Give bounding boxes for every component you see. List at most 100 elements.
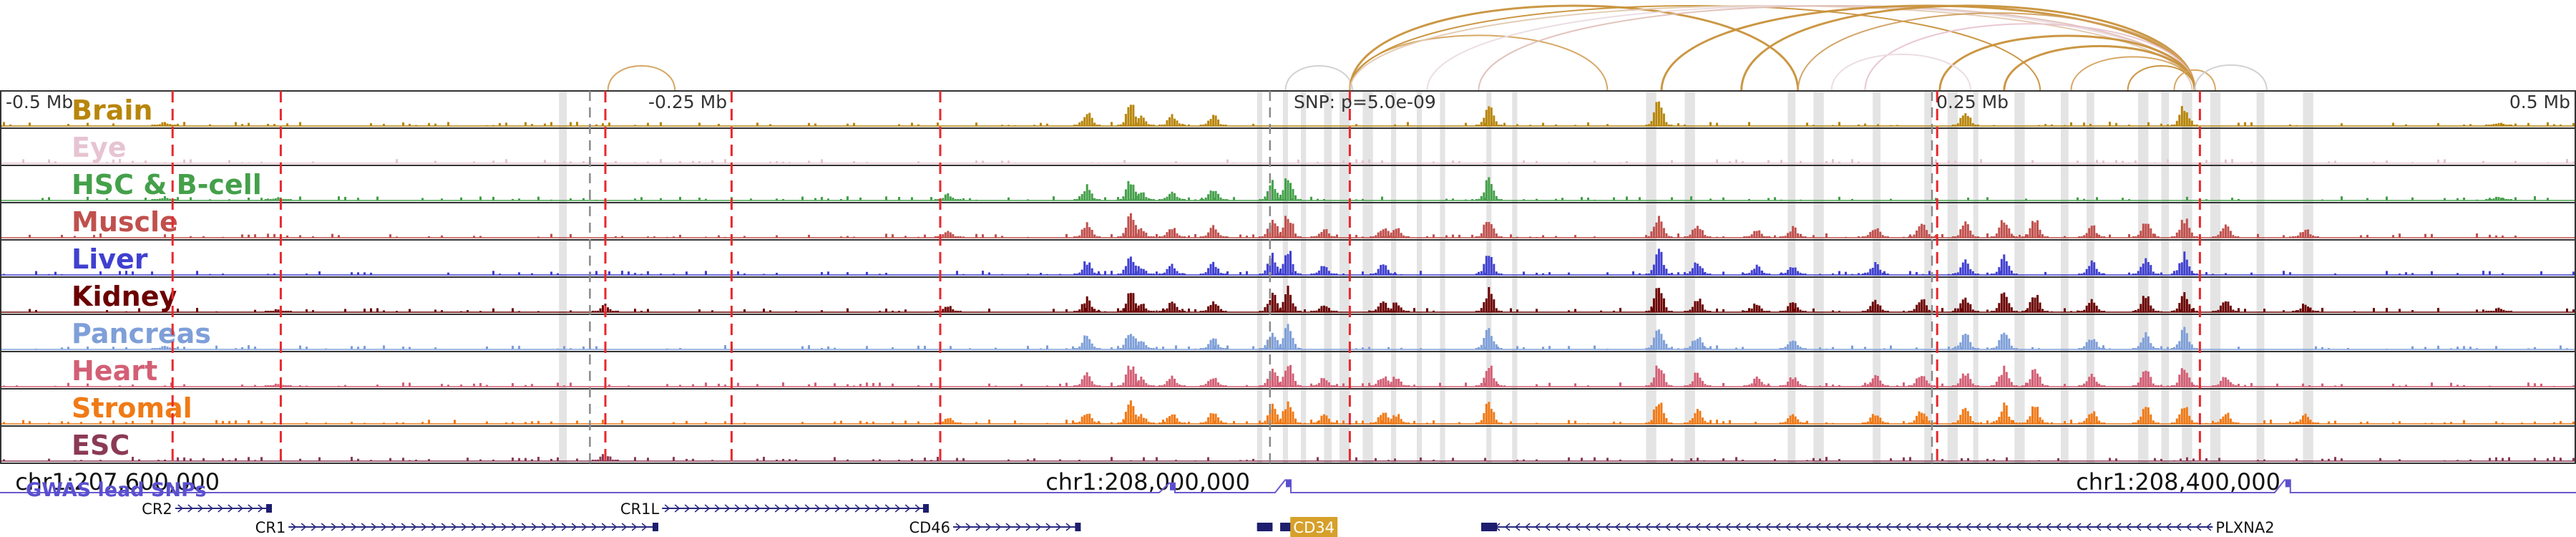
signal-bar [947, 193, 950, 200]
signal-bar [1959, 303, 1962, 312]
signal-noise-bar [1594, 160, 1596, 163]
signal-noise-bar [190, 159, 192, 163]
strand-arrow [481, 523, 487, 531]
signal-bar [1385, 412, 1387, 424]
signal-bar [949, 306, 952, 312]
signal-noise-bar [2553, 457, 2555, 461]
signal-bar [1127, 236, 1130, 238]
signal-noise-bar [821, 271, 823, 275]
signal-bar [2214, 236, 2217, 238]
signal-noise-bar [1426, 236, 1428, 238]
signal-bar [1993, 274, 1996, 275]
signal-bar [2003, 222, 2006, 238]
signal-bar [1083, 335, 1086, 349]
signal-noise-bar [1587, 122, 1589, 126]
signal-bar [1804, 385, 1807, 387]
signal-bar [1209, 304, 1212, 312]
signal-bar [1689, 420, 1692, 424]
signal-bar [1166, 196, 1169, 200]
signal-peak [1645, 365, 1673, 387]
signal-noise-bar [1690, 458, 1692, 461]
signal-bar [2180, 262, 2183, 275]
signal-bar [2487, 311, 2490, 312]
signal-noise-bar [370, 460, 372, 461]
signal-noise-bar [1536, 422, 1538, 424]
signal-noise-bar [570, 233, 572, 238]
signal-bar [2098, 347, 2101, 349]
signal-bar [1176, 233, 1179, 238]
signal-bar [1299, 348, 1302, 349]
track-label: Stromal [72, 392, 192, 424]
signal-bar [1931, 385, 1933, 387]
signal-bar [2175, 232, 2178, 238]
signal-noise-bar [1123, 235, 1126, 238]
signal-bar [1799, 236, 1802, 238]
signal-bar [1127, 107, 1130, 126]
signal-bar [1091, 193, 1093, 200]
signal-bar [2180, 296, 2183, 312]
signal-bar [282, 311, 285, 312]
signal-bar [1701, 417, 1704, 424]
signal-bar [2137, 420, 2140, 424]
signal-noise-bar [628, 271, 630, 275]
signal-bar [1129, 213, 1132, 238]
signal-bar [1964, 221, 1967, 238]
signal-noise-bar [2180, 347, 2182, 349]
signal-noise-bar [1722, 197, 1724, 200]
signal-bar [1993, 311, 1996, 312]
signal-bar [2083, 346, 2086, 349]
signal-peak [1274, 178, 1302, 200]
signal-peak [934, 231, 962, 238]
signal-bar [1310, 236, 1313, 238]
strand-arrow [621, 523, 628, 531]
signal-bar [2212, 422, 2215, 424]
strand-arrow [331, 523, 337, 531]
signal-noise-bar [2064, 384, 2066, 387]
signal-bar [1923, 376, 1926, 387]
signal-peak [934, 193, 962, 200]
signal-noise-bar [2334, 160, 2336, 163]
signal-noise-bar [737, 382, 739, 387]
signal-noise-bar [2572, 122, 2575, 126]
signal-noise-bar [1065, 382, 1068, 387]
strand-arrow [571, 523, 577, 531]
signal-noise-bar [1536, 198, 1538, 200]
signal-noise-bar [2025, 234, 2027, 238]
signal-bar [1500, 385, 1503, 387]
signal-bar [1784, 384, 1787, 387]
signal-bar [1400, 233, 1402, 238]
signal-bar [1402, 422, 1405, 424]
coordinate-label: chr1:207,600,000 [15, 468, 220, 495]
signal-noise-bar [183, 421, 185, 424]
signal-bar [1874, 299, 1877, 312]
strand-arrow [208, 504, 214, 513]
signal-bar [2155, 236, 2157, 238]
signal-bar [1794, 377, 1797, 387]
signal-noise-bar [2012, 420, 2014, 424]
signal-bar [2195, 311, 2198, 312]
strand-arrow [641, 523, 648, 531]
signal-bar [1931, 236, 1933, 238]
signal-noise-bar [215, 311, 218, 312]
signal-bar [1142, 231, 1145, 238]
signal-noise-bar [872, 382, 874, 387]
signal-noise-bar [2231, 159, 2233, 163]
signal-bar [1964, 375, 1967, 387]
signal-bar [1085, 296, 1088, 312]
signal-noise-bar [1709, 346, 1712, 349]
signal-noise-bar [1175, 345, 1177, 349]
signal-noise-bar [190, 236, 192, 238]
signal-bar [1207, 306, 1210, 312]
signal-noise-bar [2399, 309, 2401, 312]
signal-peak [1073, 261, 1101, 275]
strand-arrow [248, 504, 254, 513]
signal-bar [1498, 236, 1501, 238]
signal-peak [2132, 332, 2160, 349]
signal-bar [1219, 235, 1222, 238]
signal-noise-bar [409, 382, 411, 387]
signal-bar [1959, 267, 1962, 275]
signal-noise-bar [3, 459, 5, 461]
signal-bar [2008, 416, 2011, 424]
signal-bar [1098, 125, 1101, 126]
signal-bar [1209, 379, 1212, 387]
